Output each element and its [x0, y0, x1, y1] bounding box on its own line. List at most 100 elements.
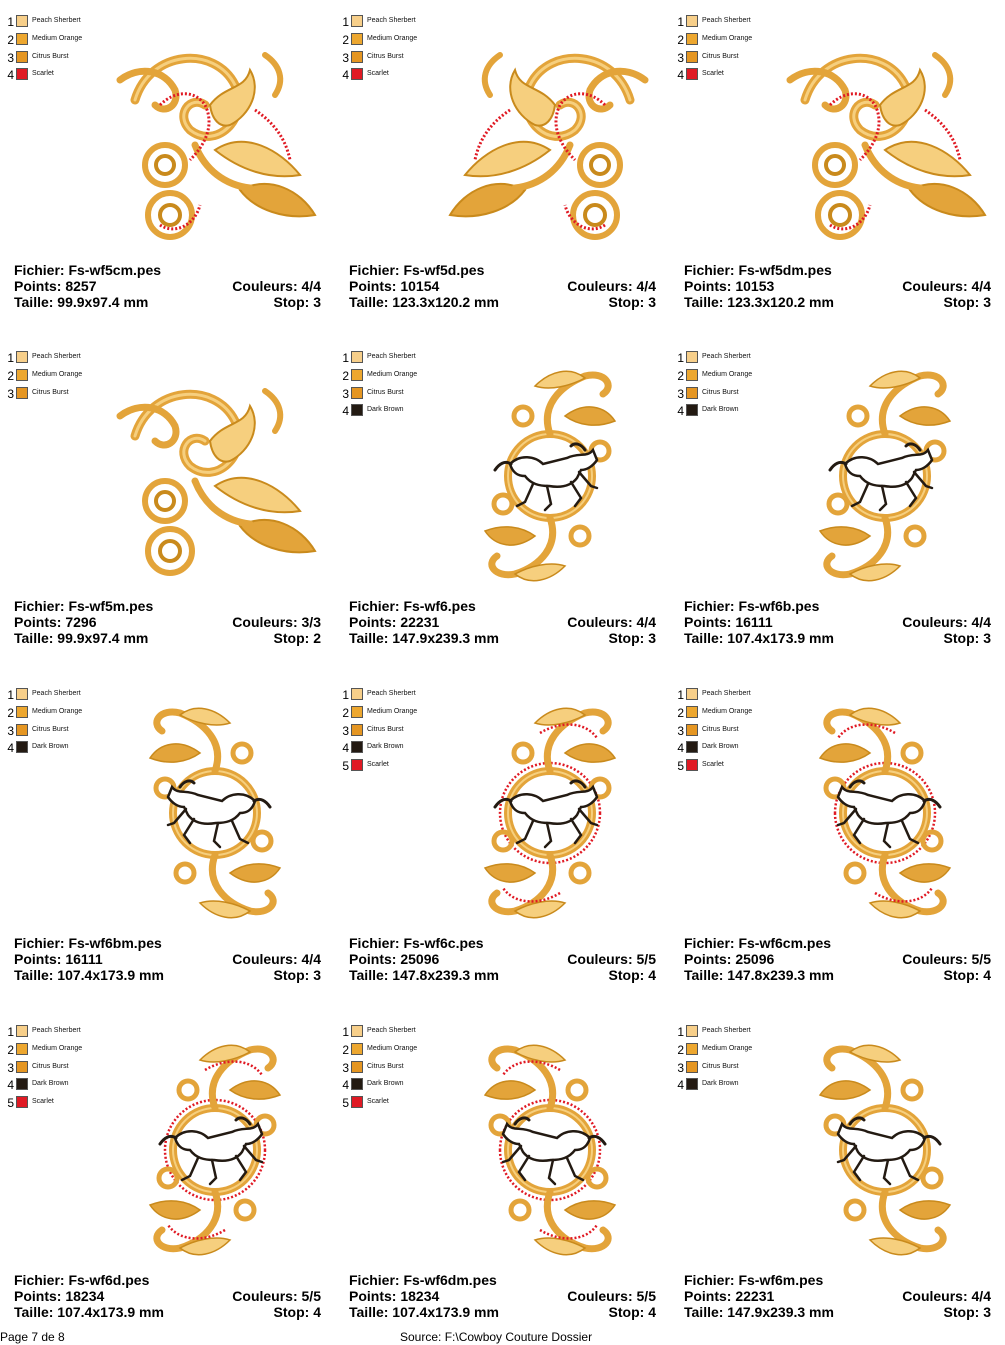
horse-scroll-ornament	[483, 1044, 617, 1256]
thread-name: Medium Orange	[32, 1044, 83, 1052]
thread-number: 3	[677, 1060, 684, 1075]
file-name: Fichier: Fs-wf5d.pes	[349, 262, 485, 278]
thread-swatch	[351, 1042, 363, 1055]
thread-name: Scarlet	[367, 70, 389, 78]
design-info: Fichier: Fs-wf6b.pes Points: 16111 Taille:…	[684, 598, 991, 648]
stitch-count: Points: 22231	[349, 614, 440, 630]
design-size: Taille: 99.9x97.4 mm	[14, 630, 149, 646]
thread-number: 3	[342, 1060, 349, 1075]
thread-name: Peach Sherbert	[32, 1027, 81, 1034]
thread-name: Citrus Burst	[32, 52, 69, 60]
color-count: Couleurs: 4/4	[567, 278, 656, 294]
design-info: Fichier: Fs-wf5d.pes Points: 10154 Taille:…	[349, 262, 656, 312]
thread-name: Citrus Burst	[702, 1062, 739, 1070]
stop-count: Stop: 4	[608, 967, 656, 983]
thread-swatch	[351, 351, 363, 363]
horse-silhouette	[501, 1116, 607, 1186]
color-count: Couleurs: 3/3	[232, 614, 321, 630]
stop-count: Stop: 3	[608, 630, 656, 646]
stitch-count: Points: 10154	[349, 278, 440, 294]
horse-silhouette	[836, 1116, 942, 1186]
thread-swatch	[686, 1078, 698, 1091]
file-name: Fichier: Fs-wf6.pes	[349, 598, 476, 614]
thread-swatch	[16, 50, 28, 63]
thread-name: Dark Brown	[367, 743, 404, 751]
horse-scroll-ornament	[818, 370, 952, 582]
stop-count: Stop: 3	[273, 967, 321, 983]
design-card: 1 Peach Sherbert 2 Medium Orange 3 Citrus Bur…	[0, 683, 321, 983]
thread-swatch	[16, 368, 28, 381]
thread-swatch	[686, 688, 698, 700]
thread-swatch	[351, 1025, 363, 1037]
thread-name: Citrus Burst	[32, 1062, 69, 1070]
design-info: Fichier: Fs-wf5dm.pes Points: 10153 Taille…	[684, 262, 991, 312]
thread-name: Medium Orange	[367, 370, 418, 378]
thread-name: Dark Brown	[367, 1080, 404, 1088]
thread-number: 2	[677, 368, 684, 383]
thread-number: 4	[342, 1078, 349, 1093]
scroll-ornament	[786, 52, 987, 240]
thread-number: 1	[7, 1025, 14, 1039]
thread-number: 3	[677, 50, 684, 65]
design-preview	[448, 52, 649, 240]
thread-number: 3	[677, 723, 684, 738]
horse-silhouette	[836, 779, 942, 849]
thread-name: Dark Brown	[702, 1080, 739, 1088]
thread-swatch	[351, 68, 363, 81]
design-card: 1 Peach Sherbert 2 Medium Orange 3 Citrus Bur…	[0, 10, 321, 310]
stitch-count: Points: 18234	[14, 1288, 105, 1304]
horse-silhouette	[493, 779, 599, 849]
thread-swatch	[351, 741, 363, 754]
design-card: 1 Peach Sherbert 2 Medium Orange 3 Citrus Bur…	[670, 1020, 991, 1320]
design-info: Fichier: Fs-wf6cm.pes Points: 25096 Taille…	[684, 935, 991, 985]
design-card: 1 Peach Sherbert 2 Medium Orange 3 Citrus Bur…	[670, 346, 991, 646]
thread-swatch	[686, 404, 698, 417]
thread-swatch	[686, 1042, 698, 1055]
design-size: Taille: 123.3x120.2 mm	[684, 294, 834, 310]
design-card: 1 Peach Sherbert 2 Medium Orange 3 Citrus Bur…	[335, 346, 656, 646]
thread-swatch	[351, 1060, 363, 1073]
thread-number: 1	[7, 688, 14, 702]
color-count: Couleurs: 5/5	[232, 1288, 321, 1304]
thread-number: 4	[342, 68, 349, 83]
design-preview	[483, 707, 617, 919]
thread-number: 1	[7, 15, 14, 29]
thread-number: 1	[677, 688, 684, 702]
thread-number: 5	[677, 759, 684, 774]
file-name: Fichier: Fs-wf6cm.pes	[684, 935, 832, 951]
thread-number: 2	[7, 32, 14, 47]
thread-name: Medium Orange	[32, 370, 83, 378]
design-info: Fichier: Fs-wf6.pes Points: 22231 Taille: …	[349, 598, 656, 648]
thread-number: 1	[342, 1025, 349, 1039]
thread-name: Scarlet	[367, 1098, 389, 1106]
thread-swatch	[351, 32, 363, 45]
thread-swatch	[16, 1025, 28, 1037]
stop-count: Stop: 3	[608, 294, 656, 310]
thread-number: 3	[7, 723, 14, 738]
design-size: Taille: 107.4x173.9 mm	[684, 630, 834, 646]
thread-name: Peach Sherbert	[32, 690, 81, 697]
file-name: Fichier: Fs-wf6c.pes	[349, 935, 484, 951]
design-size: Taille: 107.4x173.9 mm	[14, 967, 164, 983]
file-name: Fichier: Fs-wf6d.pes	[14, 1272, 150, 1288]
thread-name: Scarlet	[702, 761, 724, 769]
thread-swatch	[686, 368, 698, 381]
thread-name: Peach Sherbert	[367, 353, 416, 360]
thread-swatch	[16, 68, 28, 81]
design-card: 1 Peach Sherbert 2 Medium Orange 3 Citrus Bur…	[335, 1020, 656, 1320]
stop-count: Stop: 4	[608, 1304, 656, 1320]
design-card: 1 Peach Sherbert 2 Medium Orange 3 Citrus Bur…	[335, 683, 656, 983]
stop-count: Stop: 3	[943, 630, 991, 646]
thread-swatch	[16, 1096, 28, 1109]
thread-name: Scarlet	[32, 70, 54, 78]
stitch-count: Points: 16111	[14, 951, 103, 967]
thread-name: Citrus Burst	[702, 52, 739, 60]
horse-scroll-ornament	[483, 707, 617, 919]
thread-name: Medium Orange	[702, 370, 753, 378]
stitch-count: Points: 22231	[684, 1288, 775, 1304]
thread-number: 1	[342, 688, 349, 702]
stitch-count: Points: 16111	[684, 614, 773, 630]
thread-name: Peach Sherbert	[367, 17, 416, 24]
thread-swatch	[16, 351, 28, 363]
